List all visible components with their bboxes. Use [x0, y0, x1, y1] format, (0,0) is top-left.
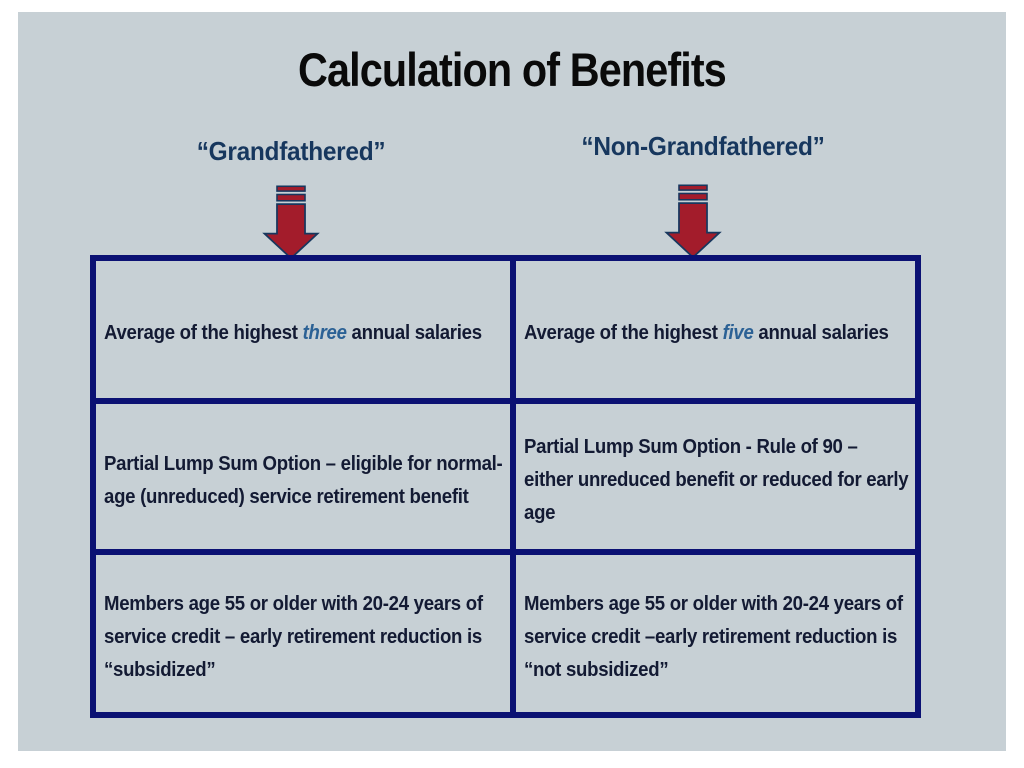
table-cell-grandfathered-early-retirement: Members age 55 or older with 20-24 years…	[96, 555, 516, 712]
table-cell-grandfathered-lump-sum: Partial Lump Sum Option – eligible for n…	[96, 404, 516, 555]
emphasis-word: three	[302, 322, 347, 344]
cell-text: Members age 55 or older with 20-24 years…	[104, 593, 483, 681]
table-cell-non-grandfathered-lump-sum: Partial Lump Sum Option - Rule of 90 – e…	[516, 404, 915, 555]
column-header-grandfathered: “Grandfathered”	[196, 136, 386, 166]
cell-text: Partial Lump Sum Option - Rule of 90 – e…	[524, 436, 909, 524]
cell-text: Partial Lump Sum Option – eligible for n…	[104, 452, 503, 508]
down-arrow-icon	[664, 184, 722, 259]
benefits-table: Average of the highest three annual sala…	[90, 255, 921, 718]
cell-text: Average of the highest five annual salar…	[524, 322, 889, 344]
cell-text: Average of the highest three annual sala…	[104, 322, 482, 344]
emphasis-word: five	[722, 322, 754, 344]
slide-title: Calculation of Benefits	[298, 43, 727, 96]
table-cell-non-grandfathered-early-retirement: Members age 55 or older with 20-24 years…	[516, 555, 915, 712]
slide: Calculation of Benefits “Grandfathered” …	[18, 12, 1006, 751]
cell-text: Members age 55 or older with 20-24 years…	[524, 593, 903, 681]
column-header-non-grandfathered: “Non-Grandfathered”	[581, 131, 825, 161]
table-cell-grandfathered-salary-average: Average of the highest three annual sala…	[96, 261, 516, 404]
table-cell-non-grandfathered-salary-average: Average of the highest five annual salar…	[516, 261, 915, 404]
down-arrow-icon	[262, 185, 320, 260]
